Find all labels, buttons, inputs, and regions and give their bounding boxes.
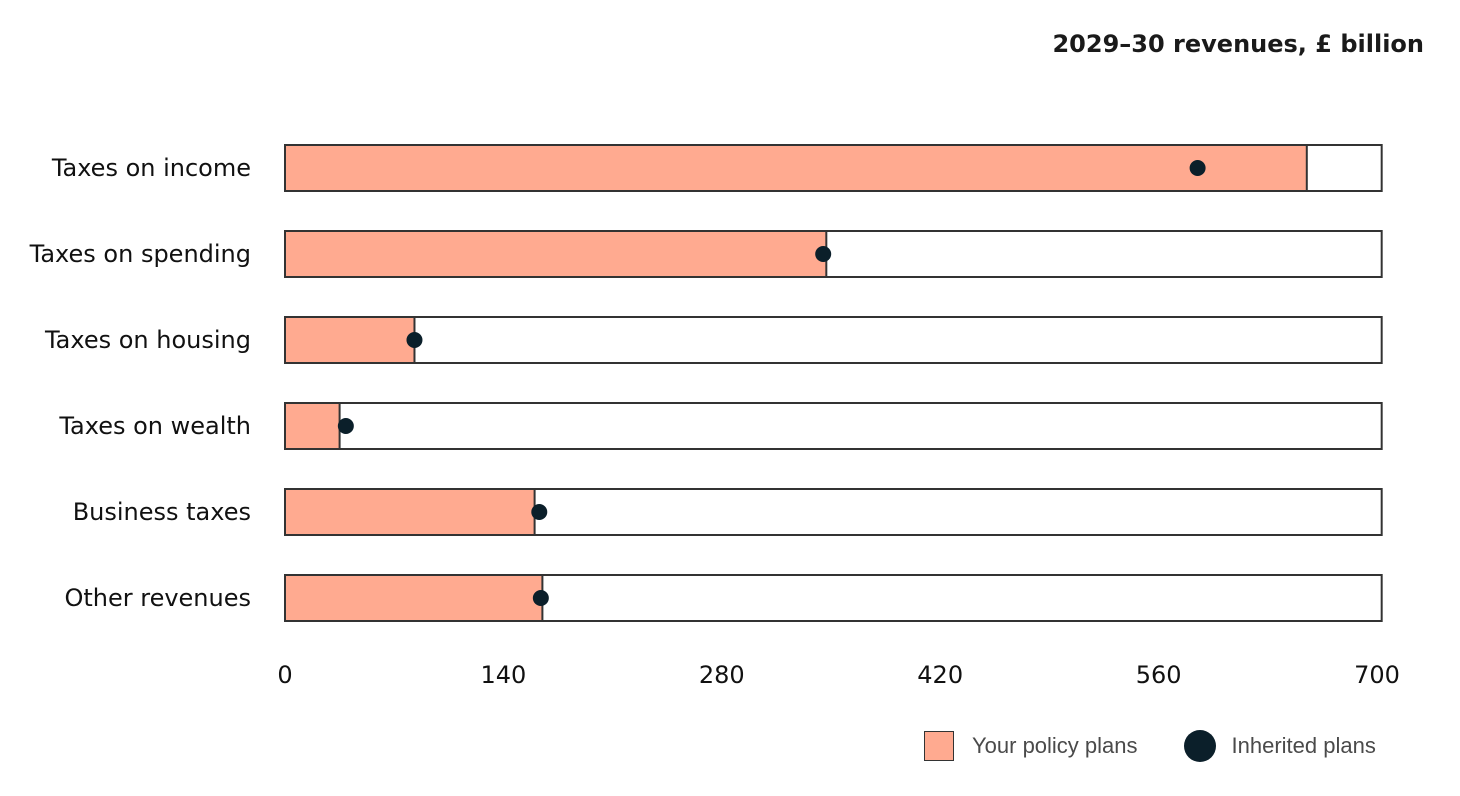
inherited-dot (531, 504, 548, 520)
chart-title: 2029–30 revenues, £ billion (1052, 30, 1424, 58)
bar (284, 316, 416, 364)
legend-dot-icon (1183, 730, 1216, 762)
bar (284, 230, 828, 278)
legend-label-inherited: Inherited plans (1231, 733, 1376, 758)
category-label: Taxes on wealth (58, 412, 251, 440)
bar (284, 574, 544, 622)
legend-item-inherited: Inherited plans (1183, 730, 1376, 762)
inherited-dot (532, 590, 549, 606)
bar (284, 402, 341, 450)
x-tick-label: 420 (917, 661, 963, 689)
x-tick-label: 0 (277, 661, 292, 689)
inherited-dot (406, 332, 423, 348)
category-label: Other revenues (64, 584, 251, 612)
inherited-dot (337, 418, 354, 434)
legend-swatch-icon (924, 731, 954, 761)
bar-track (284, 316, 1383, 364)
inherited-dot (1189, 160, 1206, 176)
inherited-dot (815, 246, 832, 262)
category-label: Taxes on housing (44, 326, 251, 354)
legend: Your policy plans Inherited plans (924, 730, 1376, 762)
legend-label-policy: Your policy plans (972, 733, 1138, 758)
legend-item-policy: Your policy plans (924, 731, 1184, 761)
category-label: Business taxes (73, 498, 251, 526)
category-label: Taxes on spending (29, 240, 251, 268)
x-tick-label: 560 (1136, 661, 1182, 689)
x-tick-label: 280 (699, 661, 745, 689)
bar (284, 488, 536, 536)
x-tick-label: 700 (1354, 661, 1400, 689)
bar-track (284, 402, 1383, 450)
x-tick-label: 140 (480, 661, 526, 689)
bar (284, 144, 1308, 192)
category-label: Taxes on income (51, 154, 251, 182)
